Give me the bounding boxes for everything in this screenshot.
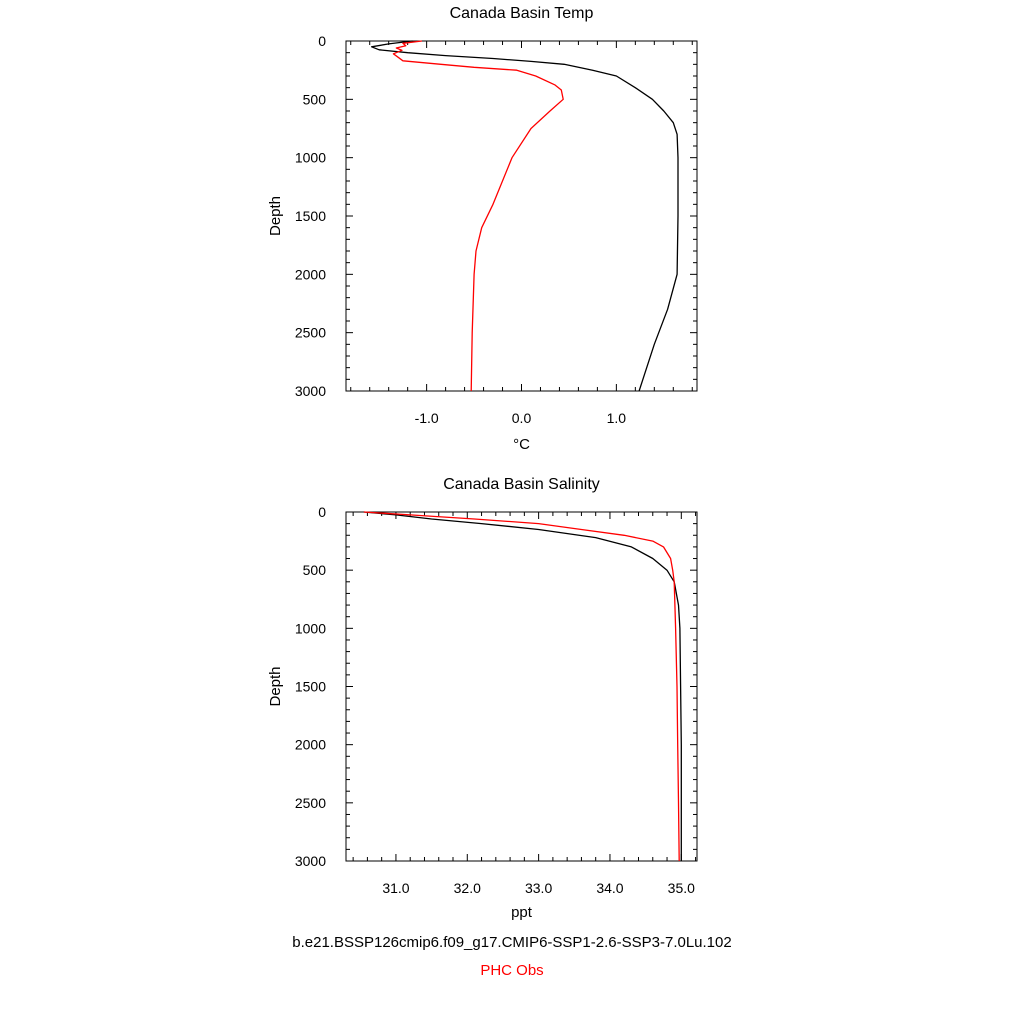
chart-title: Canada Basin Temp (450, 5, 594, 22)
y-tick-label: 0 (318, 33, 326, 49)
legend-obs-label: PHC Obs (480, 962, 544, 979)
series-line-phc-obs (392, 40, 564, 392)
x-axis-label: ppt (511, 904, 533, 921)
y-tick-label: 1000 (295, 620, 326, 636)
plot-frame (345, 511, 698, 862)
series-line-model (370, 40, 679, 392)
y-tick-label: 1500 (295, 679, 326, 695)
y-tick-label: 2500 (295, 795, 326, 811)
y-tick-label: 2500 (295, 325, 326, 341)
y-tick-label: 500 (303, 91, 327, 107)
series-line-model (363, 511, 682, 861)
x-tick-label: 33.0 (525, 880, 552, 896)
x-tick-label: 0.0 (512, 410, 532, 426)
x-tick-label: 1.0 (607, 410, 627, 426)
y-tick-label: 2000 (295, 737, 326, 753)
y-tick-label: 3000 (295, 383, 326, 399)
y-tick-label: 1500 (295, 208, 326, 224)
chart-title: Canada Basin Salinity (443, 476, 600, 493)
y-tick-label: 500 (303, 562, 327, 578)
legend-model-label: b.e21.BSSP126cmip6.f09_g17.CMIP6-SSP1-2.… (292, 934, 732, 951)
x-tick-label: 35.0 (668, 880, 695, 896)
y-tick-label: 3000 (295, 853, 326, 869)
x-tick-label: 32.0 (454, 880, 481, 896)
x-tick-label: 31.0 (382, 880, 409, 896)
x-axis-label: °C (513, 436, 530, 453)
x-tick-label: -1.0 (415, 410, 439, 426)
series-line-phc-obs (363, 511, 680, 862)
y-axis-label: Depth (267, 666, 284, 706)
chart-panel-1: Canada Basin Temp 0 500 1000 1500 2000 2500 300… (267, 5, 698, 453)
y-tick-label: 1000 (295, 150, 326, 166)
x-tick-label: 34.0 (596, 880, 623, 896)
y-axis-label: Depth (267, 196, 284, 236)
y-tick-label: 0 (318, 504, 326, 520)
chart-panel-2: Canada Basin Salinity 0 500 1000 1500 2000 250… (267, 476, 698, 921)
y-tick-label: 2000 (295, 266, 326, 282)
